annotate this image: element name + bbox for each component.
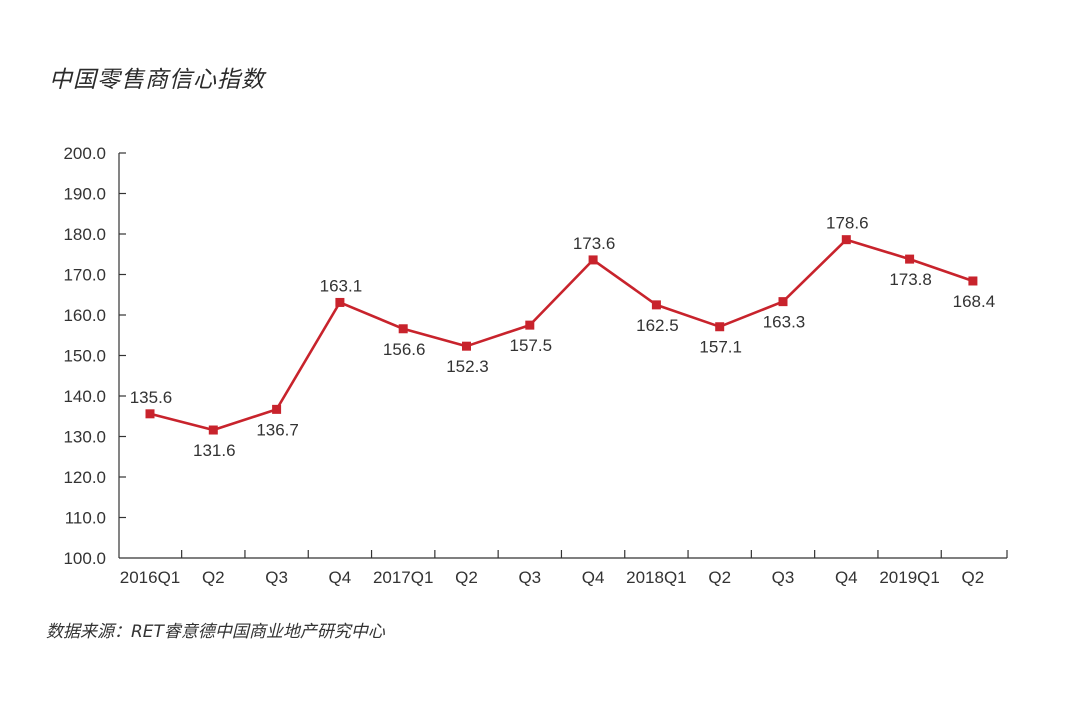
data-point-marker — [208, 425, 218, 435]
data-point-marker — [905, 254, 915, 264]
data-label: 157.1 — [699, 338, 742, 357]
x-tick-label: Q3 — [518, 568, 541, 587]
data-point-marker — [462, 341, 471, 351]
data-label: 136.7 — [256, 420, 299, 439]
data-label: 157.5 — [510, 336, 553, 355]
y-tick-label: 170.0 — [63, 266, 106, 285]
x-tick-label: Q4 — [835, 568, 858, 587]
x-tick-label: Q2 — [708, 568, 731, 587]
series-line — [149, 238, 974, 432]
x-tick-label: Q3 — [772, 568, 795, 587]
x-tick-label: 2018Q1 — [626, 568, 687, 587]
data-label: 168.4 — [953, 292, 996, 311]
data-point-marker — [335, 297, 345, 307]
y-tick-label: 130.0 — [63, 428, 106, 447]
x-tick-label: Q2 — [455, 568, 478, 587]
y-tick-label: 150.0 — [63, 347, 106, 366]
data-series — [145, 235, 978, 435]
x-tick-label: 2017Q1 — [373, 568, 434, 587]
data-label: 156.6 — [383, 340, 426, 359]
data-point-marker — [145, 409, 155, 419]
y-tick-label: 120.0 — [63, 468, 106, 487]
data-point-marker — [525, 320, 535, 330]
x-tick-label: Q3 — [265, 568, 288, 587]
data-label: 178.6 — [826, 214, 869, 233]
chart-title: 中国零售商信心指数 — [49, 67, 265, 93]
y-tick-label: 140.0 — [63, 387, 106, 406]
data-point-marker — [588, 255, 598, 265]
data-label: 163.3 — [763, 313, 806, 332]
data-label: 163.1 — [320, 276, 363, 295]
data-point-marker — [841, 235, 851, 245]
y-tick-label: 100.0 — [63, 549, 106, 568]
x-tick-label: Q4 — [582, 568, 605, 587]
data-label: 173.6 — [573, 234, 616, 253]
data-point-marker — [968, 276, 978, 286]
data-point-marker — [272, 404, 282, 414]
data-label: 173.8 — [889, 270, 932, 289]
x-tick-label: 2019Q1 — [879, 568, 940, 587]
y-tick-label: 110.0 — [65, 509, 106, 528]
y-tick-label: 200.0 — [63, 144, 106, 163]
y-tick-label: 190.0 — [63, 185, 106, 204]
x-tick-label: Q2 — [962, 568, 985, 587]
x-tick-label: Q2 — [202, 568, 225, 587]
data-labels: 135.6 131.6 136.7 163.1 156.6 152.3 157.5 173.6… — [130, 214, 995, 460]
x-axis: 2016Q1 Q2 Q3 Q4 2017Q1 Q2 Q3 Q4 2018Q1 Q2 Q3 Q4 2019… — [119, 550, 1008, 587]
data-point-marker — [715, 322, 725, 332]
data-label: 162.5 — [636, 316, 679, 335]
x-tick-label: Q4 — [329, 568, 352, 587]
x-tick-label: 2016Q1 — [120, 568, 181, 587]
chart-source-note: 数据来源：RET睿意德中国商业地产研究中心 — [46, 622, 385, 642]
y-tick-label: 180.0 — [63, 225, 106, 244]
data-label: 131.6 — [193, 441, 236, 460]
y-axis: 100.0 110.0 120.0 130.0 140.0 150.0 160.0 170.0… — [63, 144, 126, 568]
y-tick-label: 160.0 — [63, 306, 106, 325]
data-label: 152.3 — [446, 357, 489, 376]
data-point-marker — [778, 297, 788, 307]
data-point-marker — [651, 300, 661, 310]
data-label: 135.6 — [130, 388, 173, 407]
data-point-marker — [398, 324, 408, 334]
